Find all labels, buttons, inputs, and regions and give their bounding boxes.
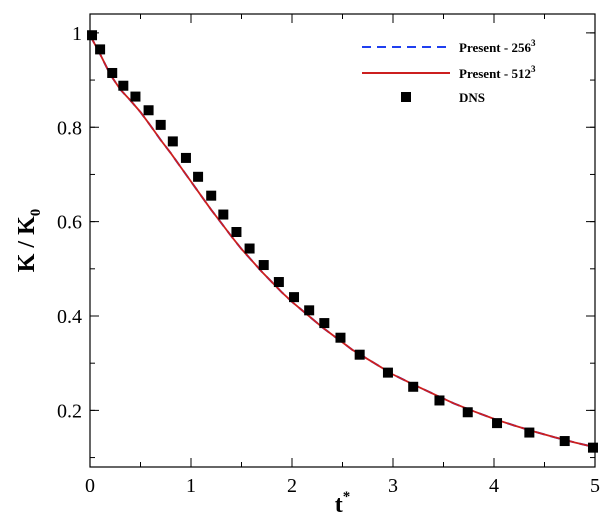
legend-swatch-dns (401, 92, 411, 102)
x-tick-label: 0 (85, 475, 95, 497)
x-tick-label: 5 (590, 475, 600, 497)
y-tick-label: 1 (72, 23, 82, 45)
dns-marker (273, 277, 284, 288)
dns-marker (244, 243, 255, 254)
y-axis-title: K / K0 (14, 209, 44, 273)
series-line-present-256 (89, 34, 596, 449)
y-tick-label: 0.8 (57, 117, 82, 139)
dns-marker (258, 260, 269, 271)
dns-marker (143, 105, 154, 116)
dns-marker (289, 292, 300, 303)
dns-marker (335, 332, 346, 343)
dns-marker (118, 80, 129, 91)
dns-marker (492, 418, 503, 429)
x-tick-label: 3 (388, 475, 398, 497)
dns-marker (319, 318, 330, 329)
dns-marker (218, 209, 229, 220)
dns-marker (130, 91, 141, 102)
dns-marker (95, 44, 106, 55)
legend-label-present-512: Present - 5123 (459, 64, 536, 81)
dns-marker (206, 190, 217, 201)
dns-marker (107, 67, 118, 78)
dns-marker (155, 119, 166, 130)
x-tick-label: 1 (186, 475, 196, 497)
dns-marker (434, 395, 445, 406)
dns-marker (231, 227, 242, 238)
dns-marker (408, 381, 419, 392)
y-tick-label: 0.6 (57, 212, 82, 234)
dns-marker (559, 436, 570, 447)
dns-marker (587, 442, 598, 453)
y-tick-label: 0.4 (57, 306, 82, 328)
dns-marker (304, 305, 315, 316)
legend-label-present-256: Present - 2563 (459, 38, 536, 55)
dns-marker (167, 136, 178, 147)
dns-marker (462, 407, 473, 418)
x-tick-label: 2 (287, 475, 297, 497)
plot-frame (89, 13, 596, 468)
plot-body: 0 1 2 3 4 5 0.2 0.4 0.6 0.8 1 (57, 13, 600, 497)
dns-marker (524, 427, 535, 438)
legend-label-dns: DNS (459, 90, 485, 105)
x-tick-label: 4 (489, 475, 499, 497)
dns-marker (382, 367, 393, 378)
dns-marker (354, 349, 365, 360)
y-tick-label: 0.2 (57, 400, 82, 422)
x-axis-title: t* (335, 489, 351, 518)
legend: Present - 2563 Present - 5123 DNS (362, 38, 536, 105)
dns-marker (180, 152, 191, 163)
series-line-present-512 (89, 34, 596, 449)
dns-marker (87, 30, 98, 41)
dns-marker (193, 171, 204, 182)
